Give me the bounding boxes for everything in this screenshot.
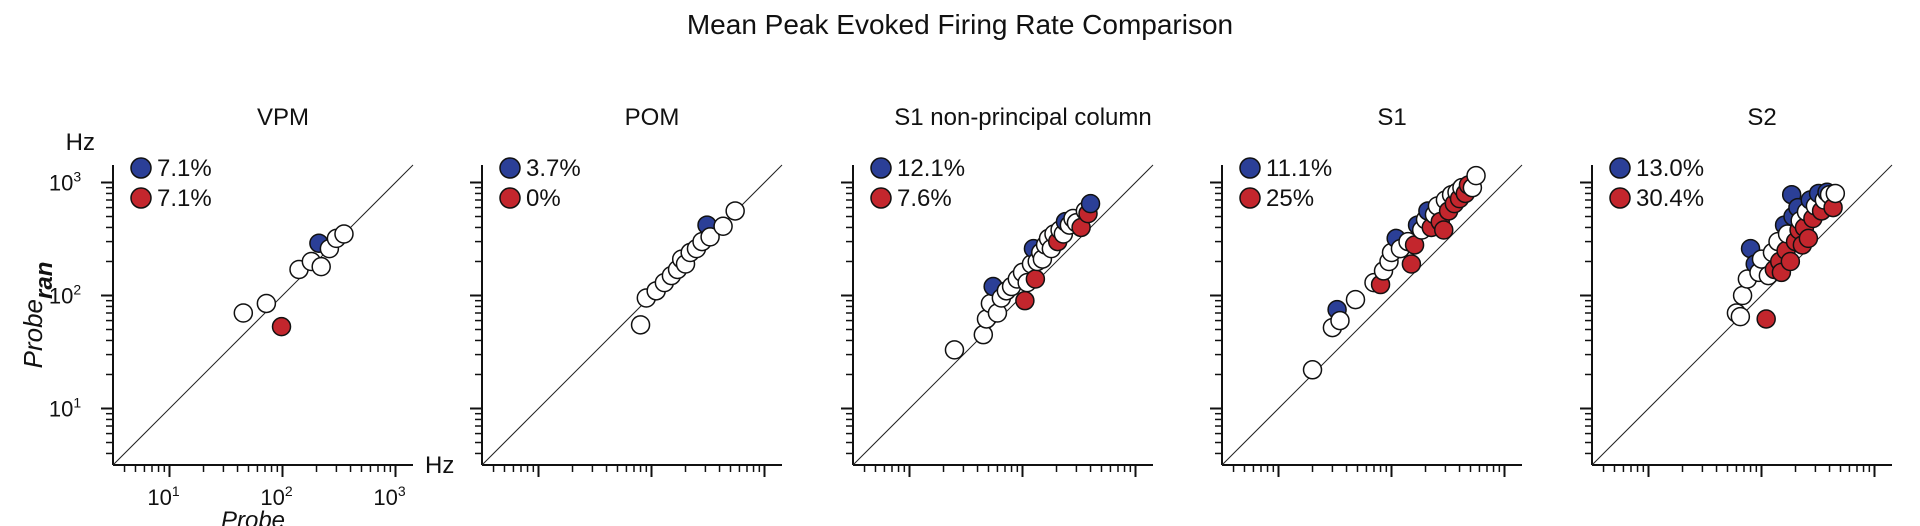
data-point-red: [1015, 290, 1035, 311]
data-point-red: [1798, 228, 1819, 249]
x-tick-label: 103: [373, 483, 405, 510]
legend-marker-blue: [1609, 157, 1631, 179]
data-point-white: [233, 303, 254, 323]
legend-label-red: 25%: [1266, 185, 1314, 212]
x-tick-label: 102: [260, 483, 292, 510]
legend-marker-blue: [1239, 157, 1261, 179]
data-point-white: [630, 315, 651, 335]
data-point-white: [700, 227, 720, 247]
legend-marker-red: [1609, 187, 1631, 209]
y-axis-label: Proberan: [18, 262, 58, 369]
legend-marker-red: [870, 187, 892, 209]
data-point-white: [725, 201, 745, 221]
data-point-white: [256, 293, 277, 314]
x-tick-exponent: 3: [398, 483, 406, 499]
y-tick-exponent: 3: [73, 169, 81, 185]
unity-line: [1221, 164, 1523, 466]
data-point-red: [1780, 251, 1801, 272]
x-tick-exponent: 1: [172, 483, 180, 499]
legend-label-red: 7.6%: [897, 185, 952, 212]
data-point-red: [271, 316, 292, 337]
data-point-white: [1302, 360, 1323, 380]
legend-label-red: 0%: [526, 185, 561, 212]
data-point-red: [1434, 220, 1454, 240]
panel-3: S1 non-principal column 12.1% 7.6%: [841, 104, 1154, 477]
legend-label-red: 30.4%: [1636, 185, 1704, 212]
legend-marker-red: [499, 187, 521, 209]
data-point-white: [944, 340, 965, 360]
x-axis-label: Probe: [221, 507, 285, 526]
legend-marker-red: [130, 187, 152, 209]
data-point-white: [973, 324, 994, 345]
legend-label-blue: 3.7%: [526, 155, 581, 182]
legend-label-blue: 11.1%: [1266, 155, 1332, 182]
panel-5: S2 13.0% 30.4%: [1580, 104, 1893, 477]
legend-marker-blue: [130, 157, 152, 179]
panel-4: S1 11.1% 25%: [1210, 104, 1523, 477]
y-tick-exponent: 2: [73, 282, 81, 298]
figure-title: Mean Peak Evoked Firing Rate Comparison: [687, 9, 1233, 40]
y-tick-exponent: 1: [73, 395, 81, 411]
data-point-white: [713, 216, 733, 237]
data-point-white: [1330, 310, 1350, 331]
data-point-red: [1401, 254, 1422, 274]
panel-title: S2: [1747, 104, 1776, 131]
data-point-white: [1732, 285, 1753, 306]
panel-title: S1: [1377, 104, 1406, 131]
y-tick-label: 103: [49, 169, 81, 196]
legend-label-blue: 12.1%: [897, 155, 965, 182]
y-axis-label-sub: ran: [31, 262, 58, 299]
panel-title: S1 non-principal column: [894, 104, 1151, 131]
y-unit-label: Hz: [66, 129, 95, 156]
legend-marker-red: [1239, 187, 1261, 209]
legend-label-blue: 13.0%: [1636, 155, 1704, 182]
panel-title: POM: [625, 104, 680, 131]
legend-label-blue: 7.1%: [157, 155, 212, 182]
legend-label-red: 7.1%: [157, 185, 212, 212]
x-unit-label: Hz: [425, 452, 454, 479]
legend-marker-blue: [499, 157, 521, 179]
data-point-white: [1466, 165, 1486, 186]
x-tick-exponent: 2: [285, 483, 293, 499]
data-point-white: [334, 224, 354, 244]
data-point-red: [1025, 269, 1046, 289]
x-tick-label: 101: [147, 483, 179, 510]
data-point-red: [1756, 309, 1776, 329]
legend-marker-blue: [870, 157, 892, 179]
data-point-white: [1345, 289, 1366, 310]
unity-line: [112, 164, 414, 466]
panel-2: POM 3.7% 0%: [470, 104, 783, 477]
data-point-white: [1825, 183, 1846, 204]
data-point-blue: [1080, 193, 1101, 214]
data-point-white: [311, 256, 331, 277]
panel-title: VPM: [257, 104, 309, 131]
data-point-white: [1730, 306, 1751, 327]
y-tick-label: 101: [49, 395, 81, 422]
